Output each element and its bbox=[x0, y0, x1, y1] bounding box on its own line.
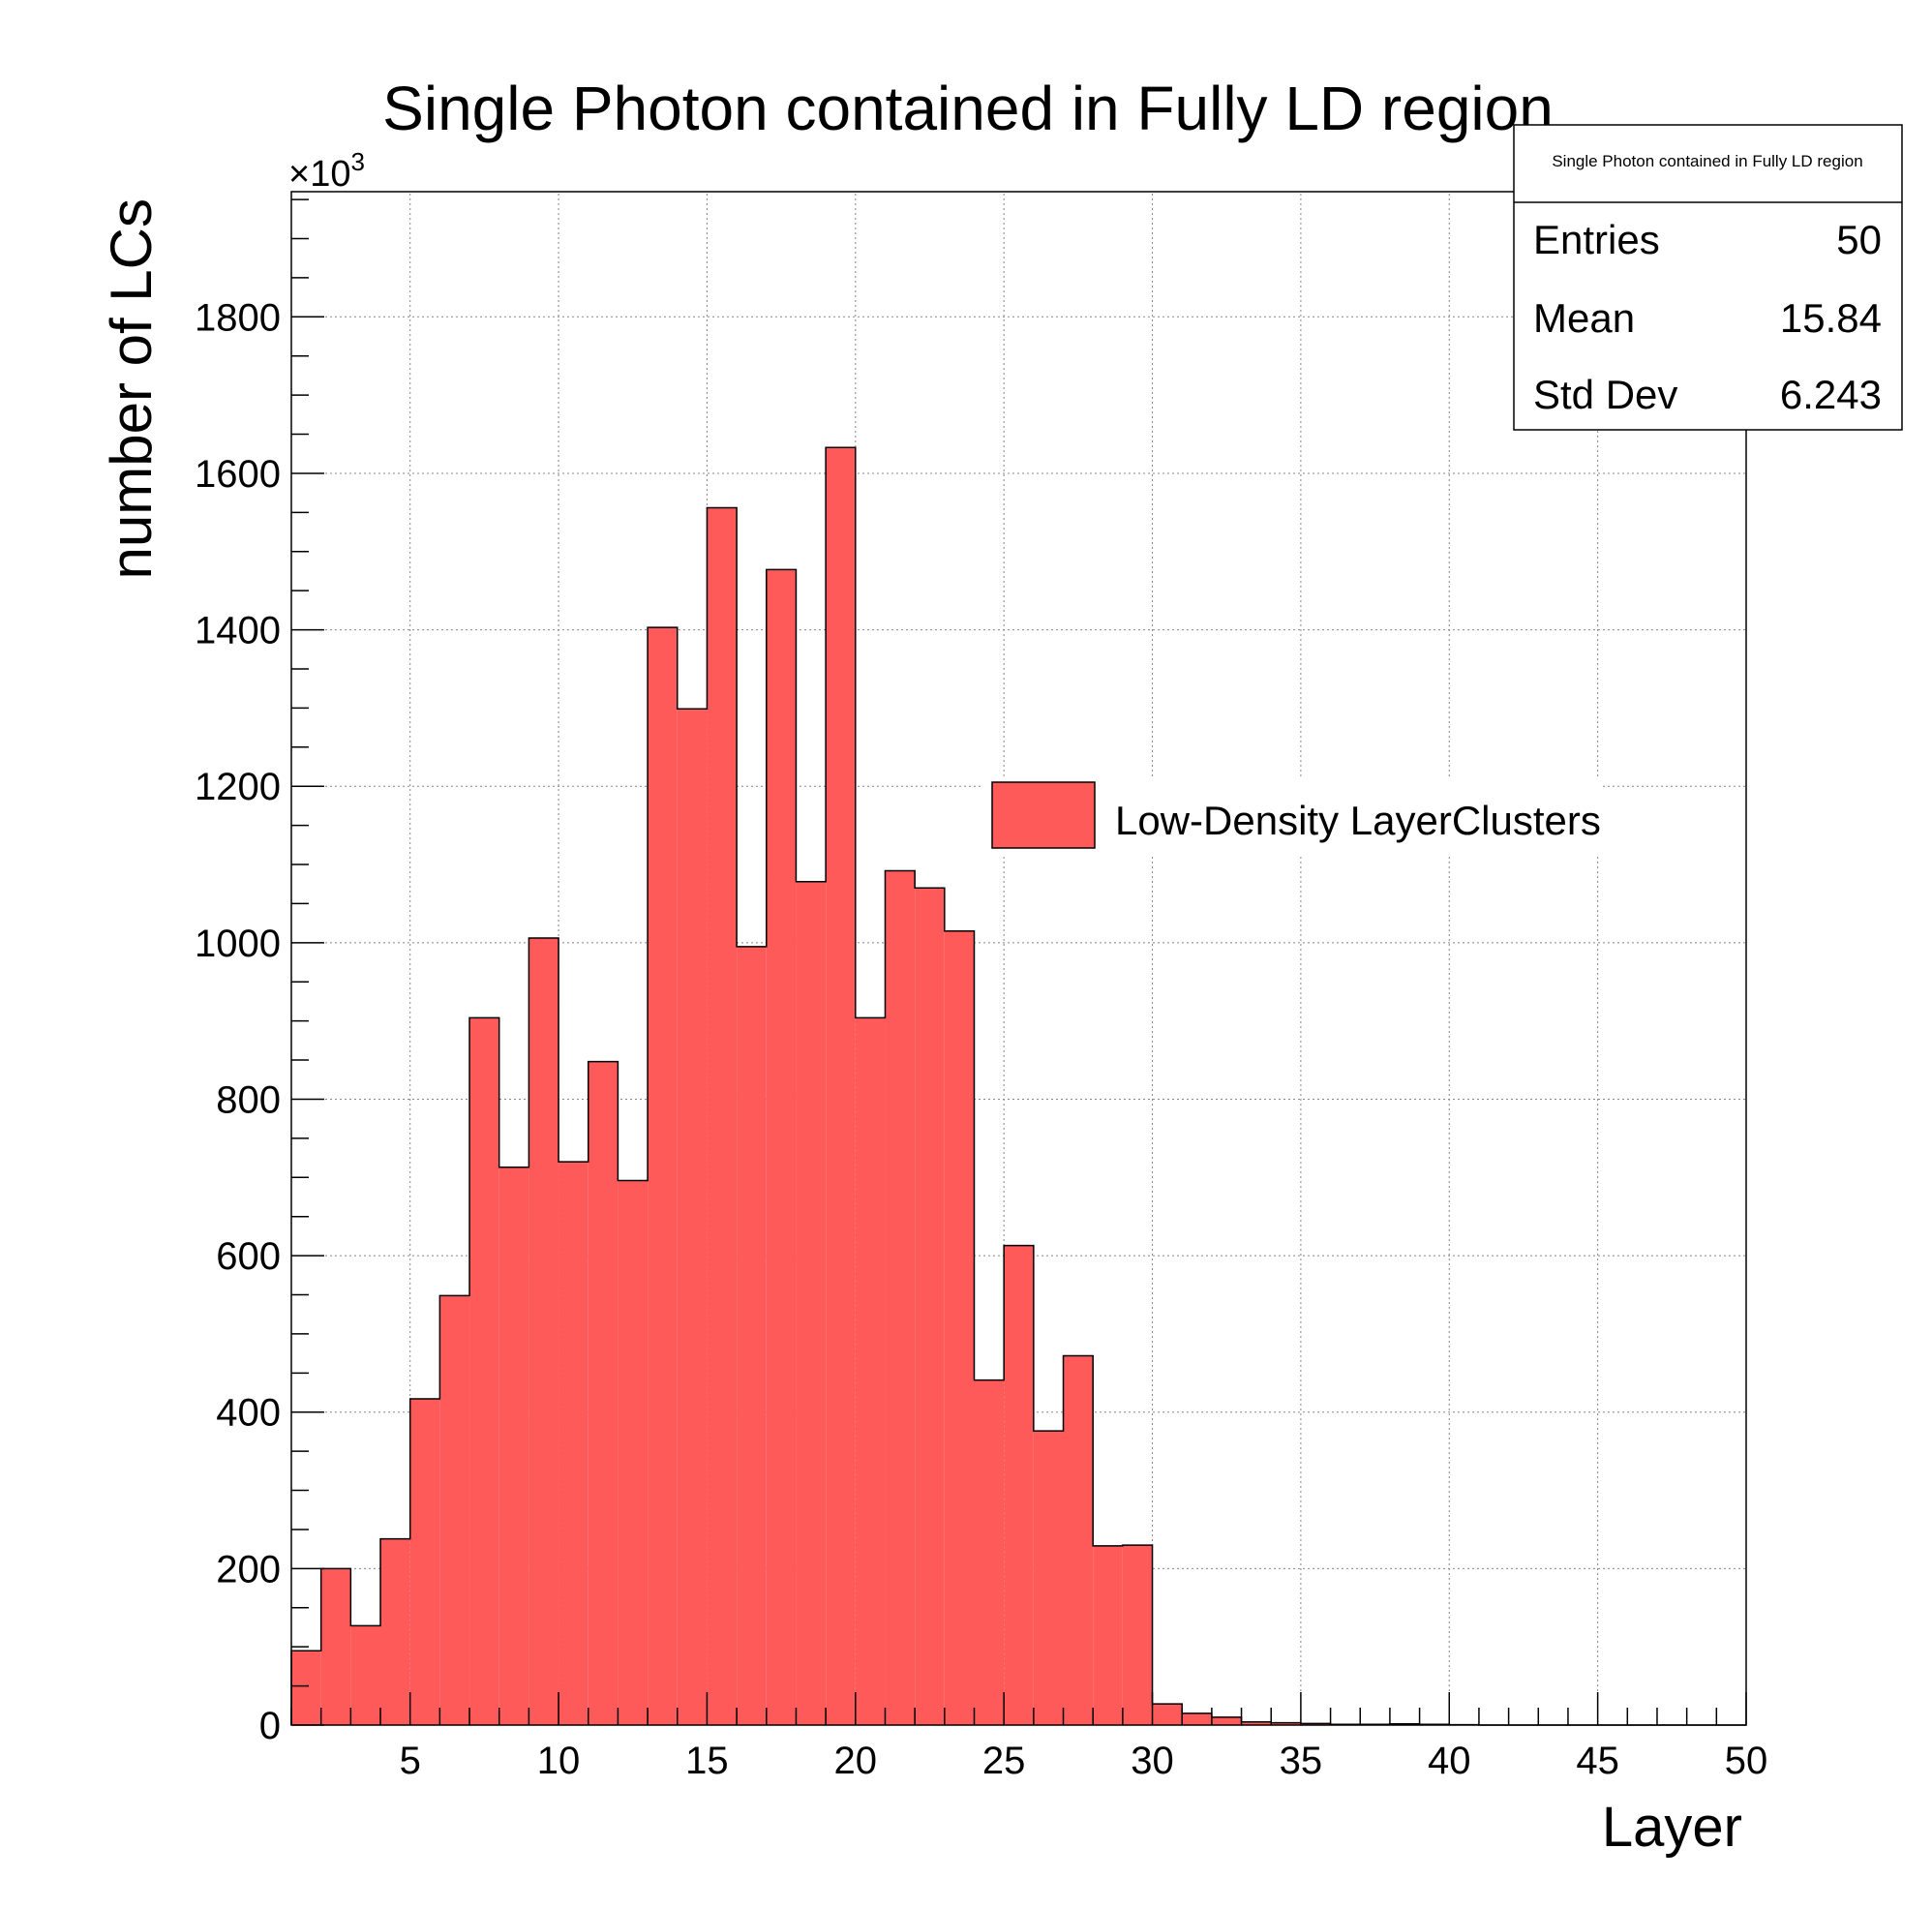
y-tick-label: 800 bbox=[216, 1078, 281, 1121]
histogram-bar bbox=[974, 1379, 1005, 1725]
histogram-bar bbox=[1033, 1431, 1064, 1725]
stats-stddev-label: Std Dev bbox=[1533, 372, 1677, 417]
legend-label: Low-Density LayerClusters bbox=[1115, 798, 1601, 843]
stats-mean-value: 15.84 bbox=[1780, 295, 1882, 341]
stats-entries-label: Entries bbox=[1533, 217, 1660, 262]
histogram-bar bbox=[528, 937, 559, 1725]
histogram-bar bbox=[1300, 1723, 1331, 1725]
x-tick-label: 5 bbox=[400, 1740, 421, 1782]
histogram-bar bbox=[826, 447, 856, 1725]
histogram-bar bbox=[885, 870, 916, 1725]
y-tick-label: 1800 bbox=[195, 296, 281, 339]
histogram-bar bbox=[1063, 1355, 1094, 1725]
histogram-bar bbox=[1152, 1704, 1183, 1725]
y-axis-label: number of LCs bbox=[99, 198, 164, 580]
histogram-bar bbox=[1211, 1716, 1242, 1725]
stats-entries-value: 50 bbox=[1836, 217, 1882, 262]
x-tick-label: 35 bbox=[1280, 1740, 1323, 1782]
y-multiplier-exponent: 3 bbox=[350, 147, 364, 176]
stats-box-frame bbox=[1513, 124, 1903, 431]
axis-ticks bbox=[290, 198, 1747, 1726]
y-tick-label: 1200 bbox=[195, 766, 281, 808]
x-tick-label: 40 bbox=[1428, 1740, 1471, 1782]
histogram-bar bbox=[291, 1651, 321, 1725]
histogram-bar bbox=[409, 1398, 440, 1725]
x-tick-label: 20 bbox=[834, 1740, 878, 1782]
histogram-bar bbox=[1182, 1712, 1212, 1725]
y-tick-label: 200 bbox=[216, 1548, 281, 1591]
y-tick-label: 600 bbox=[216, 1235, 281, 1278]
histogram-bar bbox=[707, 507, 738, 1725]
histogram-bar bbox=[320, 1568, 351, 1725]
histogram-bar bbox=[766, 569, 797, 1726]
histogram-bar bbox=[558, 1162, 589, 1725]
histogram-bar bbox=[588, 1061, 619, 1725]
axis-tick-labels: 5 10 15 20 25 30 35 40 45 50 0 200 400 600 800 1000 1200… bbox=[195, 296, 1767, 1782]
histogram-bar bbox=[439, 1295, 470, 1725]
histogram-bar bbox=[915, 888, 945, 1725]
legend-swatch bbox=[991, 781, 1096, 849]
histogram-bar bbox=[944, 930, 975, 1725]
chart-title: Single Photon contained in Fully LD regi… bbox=[382, 74, 1554, 143]
x-tick-label: 50 bbox=[1725, 1740, 1768, 1782]
y-tick-label: 400 bbox=[216, 1392, 281, 1435]
histogram-bar bbox=[796, 881, 827, 1725]
histogram-bar bbox=[648, 627, 678, 1725]
histogram-bar bbox=[350, 1625, 381, 1725]
legend: Low-Density LayerClusters bbox=[983, 777, 1603, 857]
histogram-bar bbox=[380, 1538, 410, 1725]
histogram-bar bbox=[1122, 1545, 1153, 1725]
histogram-bars bbox=[290, 446, 1746, 1726]
x-tick-label: 15 bbox=[685, 1740, 729, 1782]
stats-stddev-value: 6.243 bbox=[1780, 372, 1882, 417]
histogram-bar bbox=[469, 1017, 499, 1725]
histogram-bar bbox=[1004, 1245, 1034, 1725]
x-tick-label: 10 bbox=[537, 1740, 581, 1782]
x-tick-label: 45 bbox=[1576, 1740, 1619, 1782]
y-tick-label: 1000 bbox=[195, 923, 281, 965]
y-tick-label: 1400 bbox=[195, 610, 281, 652]
stats-box: Single Photon contained in Fully LD regi… bbox=[1513, 124, 1903, 431]
y-tick-label: 0 bbox=[259, 1705, 281, 1747]
histogram-bar bbox=[677, 709, 708, 1725]
stats-mean-label: Mean bbox=[1533, 295, 1635, 341]
y-tick-label: 1600 bbox=[195, 453, 281, 496]
histogram-bar bbox=[737, 946, 767, 1725]
histogram-outline bbox=[290, 446, 1746, 1726]
y-multiplier: ×103 bbox=[288, 147, 365, 195]
histogram-bar bbox=[618, 1180, 649, 1725]
x-tick-label: 30 bbox=[1131, 1740, 1174, 1782]
plot-frame bbox=[290, 191, 1747, 1726]
stats-box-title: Single Photon contained in Fully LD regi… bbox=[1552, 152, 1862, 170]
histogram-bar bbox=[855, 1017, 886, 1725]
histogram-bar bbox=[1271, 1722, 1301, 1725]
histogram-bar bbox=[1241, 1721, 1272, 1725]
histogram-bar bbox=[498, 1167, 529, 1725]
histogram-bar bbox=[1093, 1545, 1123, 1725]
x-tick-label: 25 bbox=[982, 1740, 1026, 1782]
x-axis-label: Layer bbox=[1602, 1796, 1742, 1859]
